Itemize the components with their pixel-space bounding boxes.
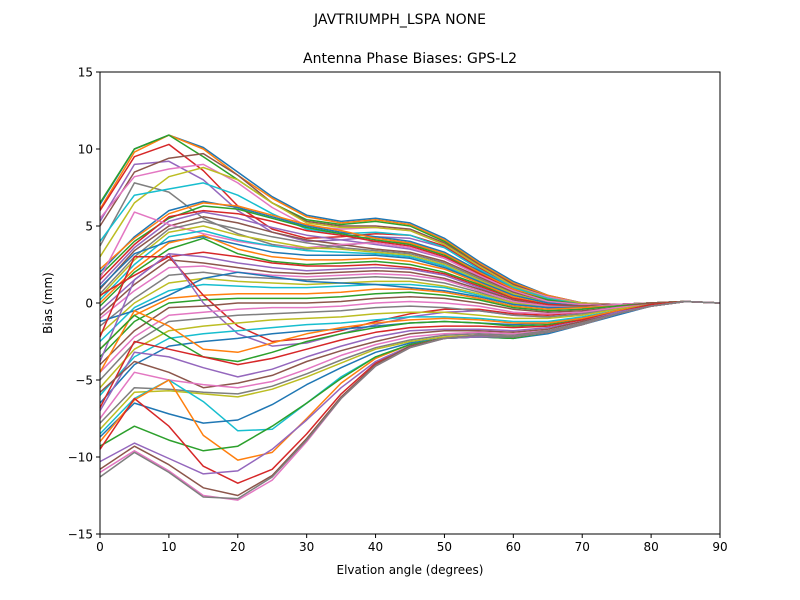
y-tick-label: 0 (85, 297, 93, 311)
x-tick-label: 60 (506, 540, 521, 554)
series-line-s37 (99, 300, 721, 373)
series-line-s39 (99, 300, 721, 389)
series-line-s45 (99, 300, 721, 412)
x-tick-label: 20 (230, 540, 245, 554)
series-line-s33 (99, 291, 721, 358)
series-line-s27 (99, 265, 721, 319)
series-layer (99, 134, 721, 501)
x-axis: 0 10 20 30 40 50 60 70 80 90 (96, 534, 728, 554)
x-tick-label: 80 (643, 540, 658, 554)
y-tick-label: 15 (78, 66, 93, 80)
y-axis: 15 10 5 0 −5 −10 −15 (68, 66, 100, 542)
y-tick-label: −5 (75, 374, 93, 388)
x-tick-label: 0 (96, 540, 104, 554)
x-tick-label: 30 (299, 540, 314, 554)
y-tick-label: 5 (85, 220, 93, 234)
x-tick-label: 90 (712, 540, 727, 554)
y-tick-label: 10 (78, 143, 93, 157)
chart-title: Antenna Phase Biases: GPS-L2 (303, 51, 517, 67)
x-tick-label: 40 (368, 540, 383, 554)
series-line-s42 (99, 300, 721, 373)
series-line-s58 (99, 300, 721, 500)
x-tick-label: 70 (575, 540, 590, 554)
y-tick-label: −15 (68, 528, 93, 542)
y-axis-label: Bias (mm) (41, 272, 55, 334)
y-tick-label: −10 (68, 451, 93, 465)
x-axis-label: Elvation angle (degrees) (337, 563, 484, 577)
series-line-s51 (99, 300, 721, 438)
figure-suptitle: JAVTRIUMPH_LSPA NONE (313, 12, 486, 28)
x-tick-label: 10 (161, 540, 176, 554)
x-tick-label: 50 (437, 540, 452, 554)
